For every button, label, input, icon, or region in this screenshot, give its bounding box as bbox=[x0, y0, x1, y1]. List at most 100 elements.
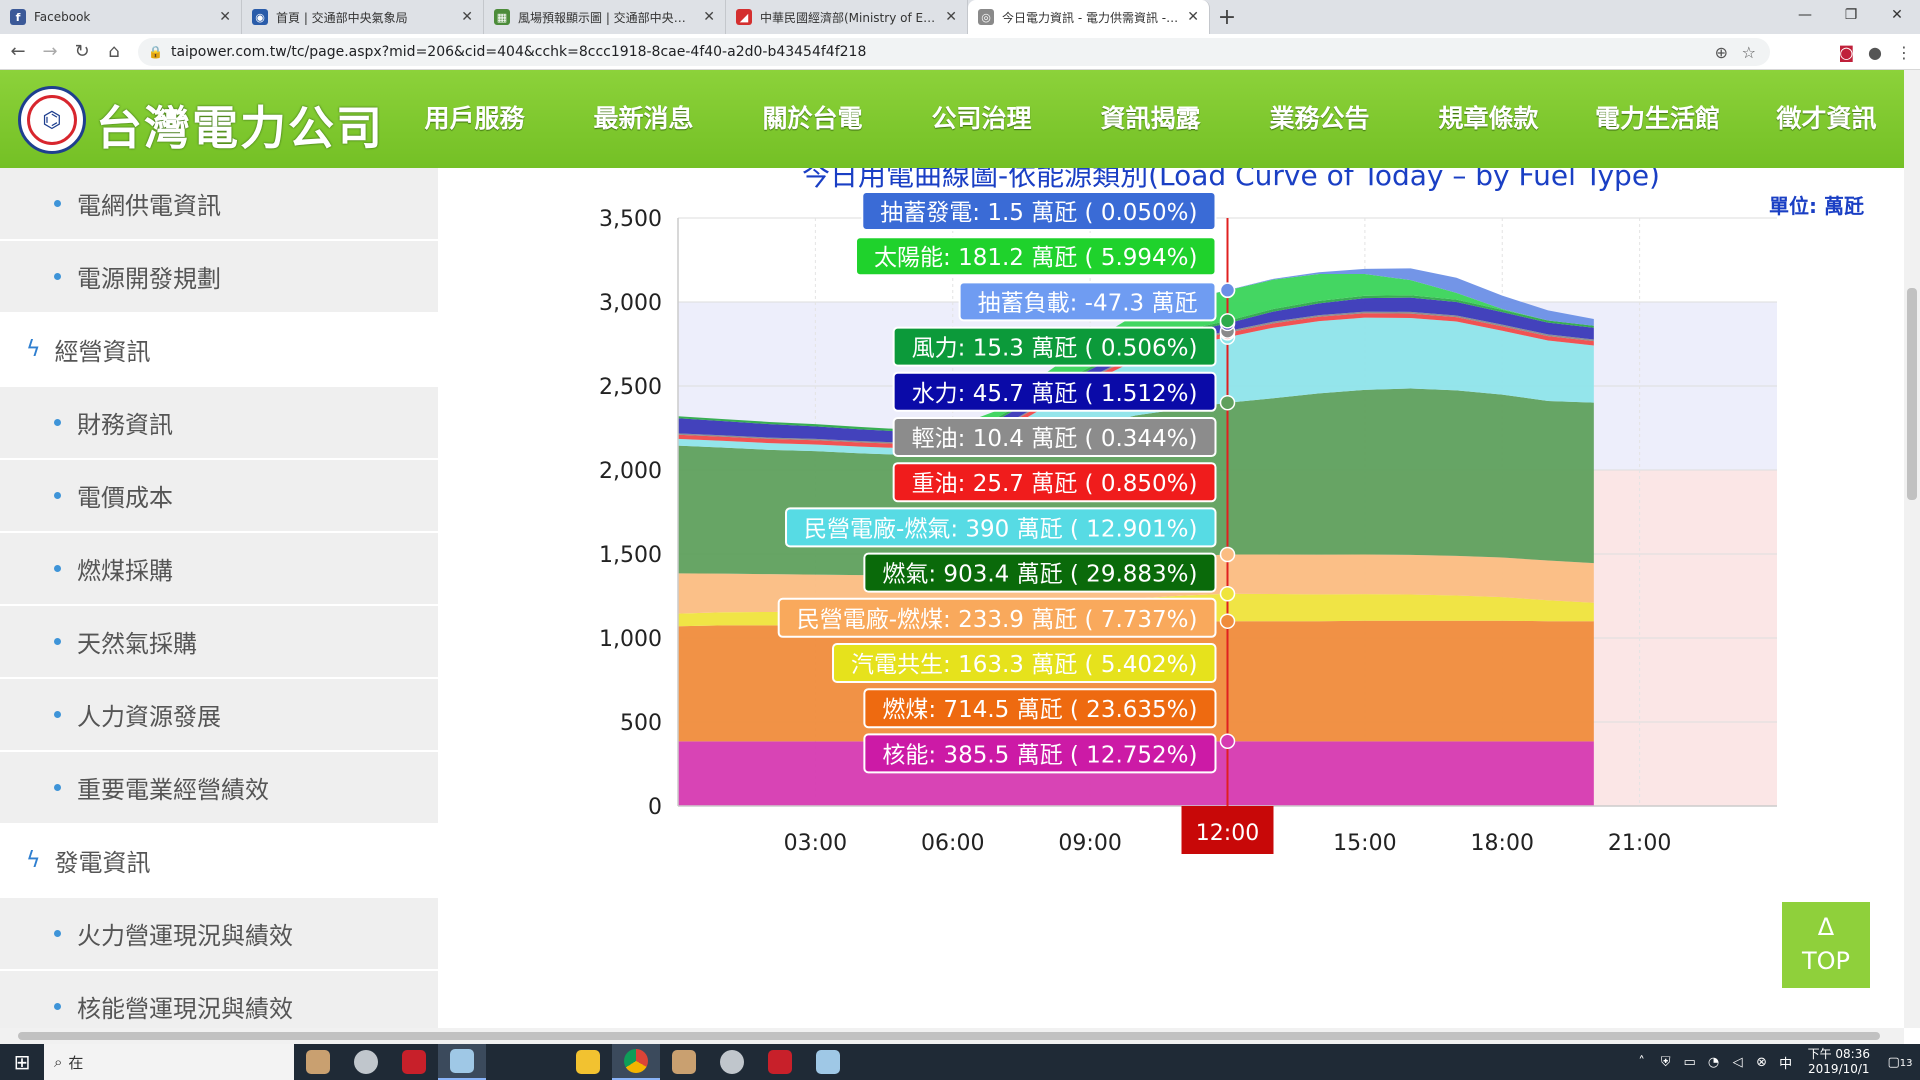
sidebar-item[interactable]: 人力資源發展 bbox=[0, 679, 438, 752]
mute-icon[interactable]: ⊗ bbox=[1756, 1054, 1768, 1070]
sidebar-category[interactable]: ϟ 經營資訊 bbox=[0, 314, 438, 387]
bookmark-star-icon[interactable]: ☆ bbox=[1741, 42, 1756, 62]
app-icon-6[interactable] bbox=[708, 1044, 756, 1080]
nav-item[interactable]: 公司治理 bbox=[931, 104, 1032, 133]
tooltip-item: 民營電廠-燃煤: 233.9 萬瓩 ( 7.737%) bbox=[777, 597, 1217, 638]
sidebar-item[interactable]: 電網供電資訊 bbox=[0, 168, 438, 241]
sidebar-item[interactable]: 電源開發規劃 bbox=[0, 241, 438, 314]
tooltip-text: 民營電廠-燃氣: 390 萬瓩 ( 12.901%) bbox=[804, 516, 1197, 542]
taipower-logo[interactable]: ⌬ bbox=[18, 86, 86, 154]
main-nav: 用戶服務 最新消息 關於台電 公司治理 資訊揭露 業務公告 規章條款 電力生活館 徵才資訊 bbox=[390, 70, 1911, 168]
menu-kebab-icon[interactable]: ⋮ bbox=[1896, 42, 1912, 62]
browser-tab[interactable]: f Facebook ✕ bbox=[0, 0, 242, 34]
zoom-icon[interactable]: ⊕ bbox=[1714, 42, 1728, 62]
minimize-icon[interactable]: — bbox=[1798, 7, 1812, 23]
ime-icon[interactable]: 中 bbox=[1779, 1056, 1793, 1072]
chrome-icon[interactable] bbox=[612, 1044, 660, 1080]
load-curve-chart[interactable]: 0 500 1,000 1,500 2,000 2,500 3,000 3,500 03:00 0… bbox=[472, 168, 1904, 1028]
app-icon-5[interactable] bbox=[660, 1044, 708, 1080]
browser-tab[interactable]: ◢ 中華民國經濟部(Ministry of Econ ✕ bbox=[726, 0, 968, 34]
url-text: taipower.com.tw/tc/page.aspx?mid=206&cid… bbox=[170, 44, 867, 60]
restore-icon[interactable]: ❐ bbox=[1844, 7, 1858, 23]
app-icon-1[interactable] bbox=[294, 1044, 342, 1080]
nav-item[interactable]: 關於台電 bbox=[762, 104, 863, 133]
forward-arrow-icon[interactable]: → bbox=[42, 41, 58, 62]
tab-close-icon[interactable]: ✕ bbox=[945, 9, 957, 25]
tooltip-text: 風力: 15.3 萬瓩 ( 0.506%) bbox=[912, 336, 1198, 362]
sidebar-item[interactable]: 電價成本 bbox=[0, 460, 438, 533]
tab-close-icon[interactable]: ✕ bbox=[703, 9, 715, 25]
app-icon-4[interactable] bbox=[438, 1044, 486, 1080]
new-tab-button[interactable]: + bbox=[1217, 4, 1237, 30]
nav-item[interactable]: 業務公告 bbox=[1269, 104, 1370, 133]
y-tick-label: 1,500 bbox=[599, 543, 662, 568]
app-icon-2[interactable] bbox=[342, 1044, 390, 1080]
nav-item[interactable]: 資訊揭露 bbox=[1100, 104, 1201, 133]
notification-icon[interactable]: ▢13 bbox=[1887, 1054, 1913, 1070]
browser-tab[interactable]: ▦ 風場預報顯示圖 | 交通部中央氣象 ✕ bbox=[484, 0, 726, 34]
taskbar-search[interactable]: ⌕ 在 bbox=[44, 1044, 294, 1080]
tooltip-box bbox=[892, 417, 1217, 457]
tooltip-box bbox=[863, 688, 1217, 729]
tooltip-text: 汽電共生: 163.3 萬瓩 ( 5.402%) bbox=[851, 652, 1197, 678]
network-icon[interactable]: ◔ bbox=[1707, 1054, 1720, 1070]
tab-title: 風場預報顯示圖 | 交通部中央氣象 bbox=[518, 10, 698, 25]
app-icon-3[interactable] bbox=[390, 1044, 438, 1080]
site-brand[interactable]: 台灣電力公司 bbox=[96, 101, 384, 155]
nav-item[interactable]: 規章條款 bbox=[1438, 104, 1539, 133]
sidebar-item-label: 重要電業經營績效 bbox=[77, 776, 269, 804]
tooltip-text: 燃氣: 903.4 萬瓩 ( 29.883%) bbox=[882, 562, 1197, 588]
sidebar-item[interactable]: 天然氣採購 bbox=[0, 606, 438, 679]
app-icon-8[interactable] bbox=[804, 1044, 852, 1080]
x-tick-label: 15:00 bbox=[1333, 831, 1396, 856]
crosshair-marker bbox=[1219, 613, 1236, 629]
tab-title: 首頁 | 交通部中央氣象局 bbox=[276, 10, 408, 25]
area-series-輕油[interactable] bbox=[678, 311, 1594, 445]
address-bar[interactable]: 🔒 taipower.com.tw/tc/page.aspx?mid=206&c… bbox=[138, 38, 1770, 66]
tab-close-icon[interactable]: ✕ bbox=[461, 9, 473, 25]
app-icon-7[interactable] bbox=[756, 1044, 804, 1080]
crosshair-marker bbox=[1219, 313, 1236, 329]
home-icon[interactable]: ⌂ bbox=[108, 41, 120, 62]
sidebar-item[interactable]: 財務資訊 bbox=[0, 387, 438, 460]
system-clock[interactable]: 下午 08:36 2019/10/1 bbox=[1798, 1047, 1880, 1077]
sidebar-item[interactable]: 重要電業經營績效 bbox=[0, 752, 438, 825]
extension-icon[interactable]: ◙ bbox=[1838, 42, 1855, 62]
security-icon[interactable]: ⛨ bbox=[1660, 1054, 1671, 1070]
reload-icon[interactable]: ↻ bbox=[74, 41, 90, 62]
area-series-水力[interactable] bbox=[678, 297, 1594, 443]
profile-icon[interactable]: ● bbox=[1868, 42, 1882, 62]
file-explorer-icon[interactable] bbox=[564, 1044, 612, 1080]
tooltip-box bbox=[892, 462, 1217, 503]
browser-tab[interactable]: ◎ 今日電力資訊 - 電力供需資訊 - 臺 ✕ bbox=[968, 0, 1210, 34]
nav-item[interactable]: 電力生活館 bbox=[1594, 104, 1720, 133]
sidebar-item-label: 電價成本 bbox=[77, 484, 173, 512]
tooltip-box bbox=[785, 507, 1217, 548]
vscroll-thumb[interactable] bbox=[1907, 288, 1917, 500]
tooltip-item: 燃煤: 714.5 萬瓩 ( 23.635%) bbox=[863, 688, 1217, 729]
volume-icon[interactable]: ◁ bbox=[1732, 1054, 1743, 1070]
sidebar-item[interactable]: 核能營運現況與績效 bbox=[0, 971, 438, 1028]
tab-close-icon[interactable]: ✕ bbox=[219, 9, 231, 25]
nav-item[interactable]: 用戶服務 bbox=[424, 104, 525, 133]
sidebar-gap bbox=[438, 168, 472, 1028]
tooltip-text: 抽蓄發電: 1.5 萬瓩 ( 0.050%) bbox=[880, 200, 1197, 226]
nav-item[interactable]: 最新消息 bbox=[593, 104, 694, 133]
page-horizontal-scrollbar[interactable] bbox=[0, 1028, 1904, 1044]
tooltip-item: 汽電共生: 163.3 萬瓩 ( 5.402%) bbox=[832, 643, 1217, 683]
back-arrow-icon[interactable]: ← bbox=[10, 41, 26, 62]
back-to-top-button[interactable]: Δ TOP bbox=[1782, 902, 1870, 988]
browser-tab[interactable]: ◉ 首頁 | 交通部中央氣象局 ✕ bbox=[242, 0, 484, 34]
nav-item[interactable]: 徵才資訊 bbox=[1776, 104, 1877, 133]
sidebar-item[interactable]: 燃煤採購 bbox=[0, 533, 438, 606]
close-window-icon[interactable]: ✕ bbox=[1891, 7, 1903, 23]
hscroll-thumb[interactable] bbox=[18, 1032, 1880, 1040]
keyboard-icon[interactable]: ▭ bbox=[1683, 1054, 1696, 1070]
sidebar-item[interactable]: 火力營運現況與績效 bbox=[0, 898, 438, 971]
windows-start-icon[interactable]: ⊞ bbox=[13, 1050, 31, 1074]
tab-close-icon[interactable]: ✕ bbox=[1187, 9, 1199, 25]
page-vertical-scrollbar[interactable] bbox=[1904, 70, 1920, 1028]
chevron-up-icon[interactable]: ˄ bbox=[1638, 1054, 1645, 1070]
sidebar-category[interactable]: ϟ 發電資訊 bbox=[0, 825, 438, 898]
area-series-重油[interactable] bbox=[678, 313, 1594, 449]
